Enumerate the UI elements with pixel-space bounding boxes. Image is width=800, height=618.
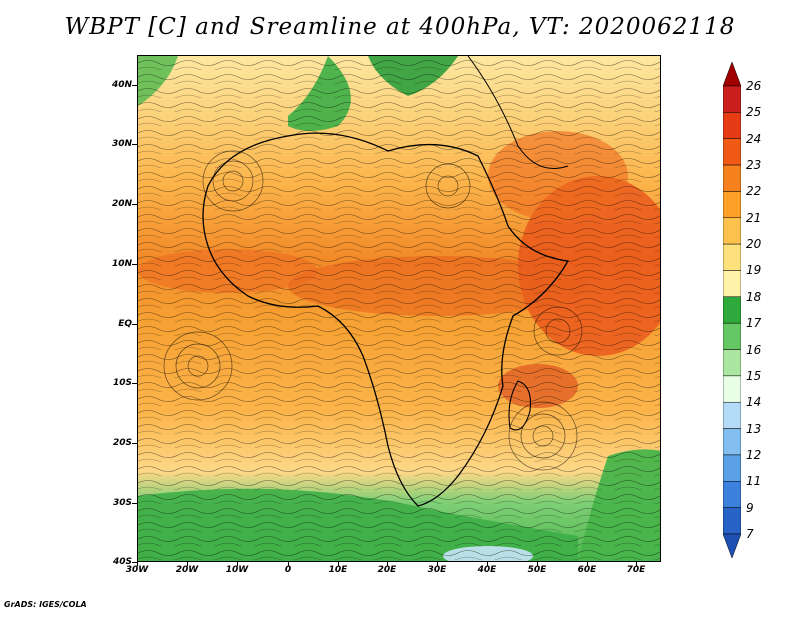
colorbar-label: 13 <box>746 421 762 436</box>
colorbar-box <box>723 296 741 324</box>
colorbar-box <box>723 454 741 482</box>
colorbar-box <box>723 112 741 139</box>
lat-label: EQ <box>118 319 132 329</box>
colorbar-label: 18 <box>746 289 762 304</box>
lat-label: 10S <box>112 378 132 388</box>
lon-label: 50E <box>527 565 547 575</box>
colorbar-label: 7 <box>746 527 754 541</box>
lat-tick <box>132 443 137 444</box>
lon-label: 30E <box>427 565 447 575</box>
lon-label: 0 <box>284 565 292 575</box>
lat-tick <box>132 562 137 563</box>
lon-tick <box>338 562 339 566</box>
colorbar-label: 17 <box>746 316 762 331</box>
colorbar-label: 16 <box>746 342 762 357</box>
colorbar-box <box>723 85 741 113</box>
lon-tick <box>537 562 538 566</box>
lon-label: 60E <box>577 565 597 575</box>
lat-label: 20S <box>112 438 132 448</box>
colorbar-box <box>723 191 741 219</box>
colorbar-label: 20 <box>746 237 762 252</box>
lat-tick <box>132 85 137 86</box>
colorbar-label: 24 <box>746 131 762 146</box>
colorbar-box <box>723 401 741 429</box>
colorbar-label: 26 <box>746 79 762 93</box>
lon-label: 70E <box>626 565 646 575</box>
colorbar-label: 14 <box>746 395 762 410</box>
colorbar-label: 12 <box>746 447 762 462</box>
colorbar-box <box>723 322 741 350</box>
wbpt-field <box>138 56 660 561</box>
lon-label: 10W <box>225 565 249 575</box>
colorbar-box <box>723 428 741 456</box>
lat-label: 10N <box>111 259 132 269</box>
lat-tick <box>132 503 137 504</box>
lon-label: 20E <box>377 565 397 575</box>
lon-tick <box>636 562 637 566</box>
lon-tick <box>587 562 588 566</box>
lat-label: 40N <box>111 80 132 90</box>
lon-tick <box>237 562 238 566</box>
lat-label: 30N <box>111 139 132 149</box>
map-title: WBPT [C] and Sreamline at 400hPa, VT: 20… <box>64 14 736 40</box>
lon-label: 30W <box>125 565 149 575</box>
colorbar-label: 23 <box>746 158 762 173</box>
colorbar-box <box>723 507 741 535</box>
colorbar-label: 22 <box>746 184 762 199</box>
colorbar <box>723 62 741 558</box>
colorbar-box <box>723 270 741 298</box>
lon-label: 10E <box>328 565 348 575</box>
colorbar-top-triangle <box>723 62 741 87</box>
colorbar-box <box>723 481 741 508</box>
colorbar-bottom-triangle <box>723 533 741 558</box>
colorbar-box <box>723 349 741 377</box>
lat-label: 20N <box>111 199 132 209</box>
lon-tick <box>387 562 388 566</box>
lat-tick <box>132 383 137 384</box>
colorbar-label: 19 <box>746 263 762 278</box>
colorbar-box <box>723 375 741 403</box>
footer-credit: GrADS: IGES/COLA <box>4 600 87 609</box>
lat-tick <box>132 204 137 205</box>
colorbar-label: 25 <box>746 105 762 120</box>
colorbar-label: 15 <box>746 368 762 383</box>
lat-tick <box>132 144 137 145</box>
lon-label: 20W <box>175 565 199 575</box>
colorbar-label: 11 <box>746 474 762 489</box>
colorbar-label: 9 <box>746 500 754 515</box>
map-plot-area <box>137 55 661 562</box>
colorbar-label: 21 <box>746 210 762 225</box>
lon-tick <box>288 562 289 566</box>
colorbar-box <box>723 243 741 271</box>
lat-label: 40S <box>112 557 132 567</box>
lat-tick <box>132 264 137 265</box>
colorbar-box <box>723 138 741 166</box>
colorbar-box <box>723 217 741 245</box>
lon-tick <box>487 562 488 566</box>
lon-tick <box>437 562 438 566</box>
lon-tick <box>187 562 188 566</box>
colorbar-box <box>723 164 741 192</box>
lat-label: 30S <box>112 498 132 508</box>
lon-tick <box>137 562 138 566</box>
lon-label: 40E <box>477 565 497 575</box>
lat-tick <box>132 324 137 325</box>
